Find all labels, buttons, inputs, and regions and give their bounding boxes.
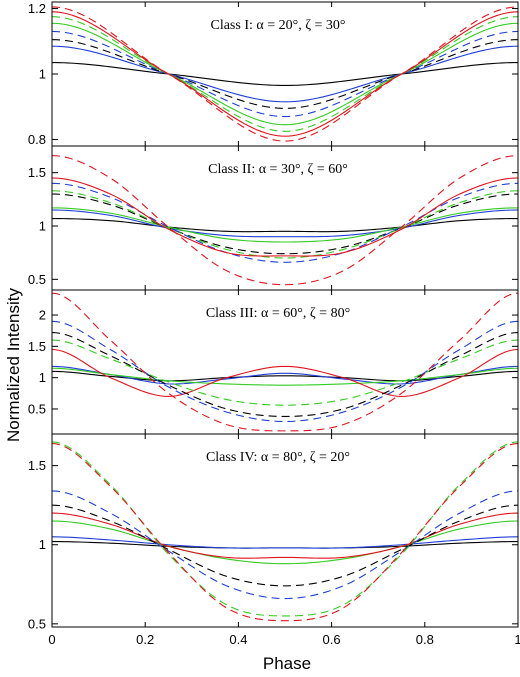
- y-tick-label: 1.5: [28, 458, 46, 473]
- panel-2: 0.5 1 1.5 Class II: α = 30°, ζ = 60°: [28, 145, 519, 291]
- series-line-2: [52, 365, 518, 385]
- y-tick-label: 0.5: [28, 616, 46, 631]
- series-line-3: [52, 367, 518, 386]
- series-line-2: [52, 536, 518, 549]
- x-tick-label: 0.8: [416, 632, 434, 647]
- x-tick-label: 1: [514, 632, 520, 647]
- panel-3: 0.5 1 1.5 2 Class III: α = 60°, ζ = 80°: [28, 289, 519, 435]
- series-line-8: [52, 155, 518, 286]
- x-tick-label: 0: [48, 632, 55, 647]
- panel-title: Class IV: α = 80°, ζ = 20°: [206, 450, 350, 465]
- panel-title: Class III: α = 60°, ζ = 80°: [206, 306, 350, 321]
- panel-title: Class II: α = 30°, ζ = 60°: [208, 162, 348, 177]
- series-line-5: [52, 339, 518, 406]
- series-line-4: [52, 512, 518, 559]
- x-axis-title: Phase: [263, 654, 311, 673]
- series-line-6: [52, 490, 518, 600]
- y-tick-label: 1.5: [28, 165, 46, 180]
- y-tick-label: 1.5: [28, 339, 46, 354]
- y-tick-label: 1: [39, 370, 46, 385]
- series-line-5: [52, 504, 518, 587]
- y-tick-label: 2: [39, 308, 46, 323]
- series-line-7: [52, 177, 518, 257]
- series-line-2: [52, 209, 518, 238]
- series-line-4: [52, 348, 518, 397]
- series-line-6: [52, 182, 518, 263]
- y-tick-label: 1: [39, 219, 46, 234]
- series-line-3: [52, 207, 518, 243]
- series-line-7: [52, 320, 518, 423]
- series-line-2: [52, 45, 518, 103]
- series-group: [52, 441, 518, 622]
- series-line-8: [52, 442, 518, 622]
- x-tick-label: 0.6: [323, 632, 341, 647]
- y-tick-label: 1.2: [28, 1, 46, 16]
- series-line-4: [52, 30, 518, 118]
- x-tick-label: 0.4: [229, 632, 247, 647]
- y-tick-label: 0.5: [28, 272, 46, 287]
- series-line-6: [52, 332, 518, 418]
- series-line-3: [52, 520, 518, 565]
- series-line-6: [52, 16, 518, 132]
- series-group: [52, 6, 518, 142]
- series-line-5: [52, 190, 518, 259]
- y-tick-label: 1: [39, 537, 46, 552]
- panels: 0.8 1 1.2 Class I: α = 20°, ζ = 30° 0.5 1 1.5 C…: [28, 1, 520, 647]
- series-line-1: [52, 217, 518, 233]
- series-line-1: [52, 541, 518, 549]
- series-line-1: [52, 62, 518, 87]
- series-line-5: [52, 22, 518, 126]
- y-tick-label: 0.5: [28, 401, 46, 416]
- series-line-7: [52, 11, 518, 137]
- series-line-8: [52, 292, 518, 432]
- series-line-7: [52, 441, 518, 617]
- x-tick-label: 0.2: [136, 632, 154, 647]
- series-group: [52, 155, 518, 286]
- y-axis-title: Normalized Intensity: [4, 288, 23, 443]
- panel-1: 0.8 1 1.2 Class I: α = 20°, ζ = 30°: [28, 1, 519, 147]
- y-tick-label: 1: [39, 67, 46, 82]
- series-group: [52, 292, 518, 432]
- series-line-8: [52, 6, 518, 142]
- panel-title: Class I: α = 20°, ζ = 30°: [210, 18, 345, 33]
- plot-frame: [51, 433, 519, 628]
- panel-4: 0 0.2 0.4 0.6 0.8 1 0.5 1 1.5 Class IV: α = 80°, …: [28, 433, 520, 647]
- series-line-3: [52, 39, 518, 109]
- series-line-4: [52, 193, 518, 255]
- y-tick-label: 0.8: [28, 132, 46, 147]
